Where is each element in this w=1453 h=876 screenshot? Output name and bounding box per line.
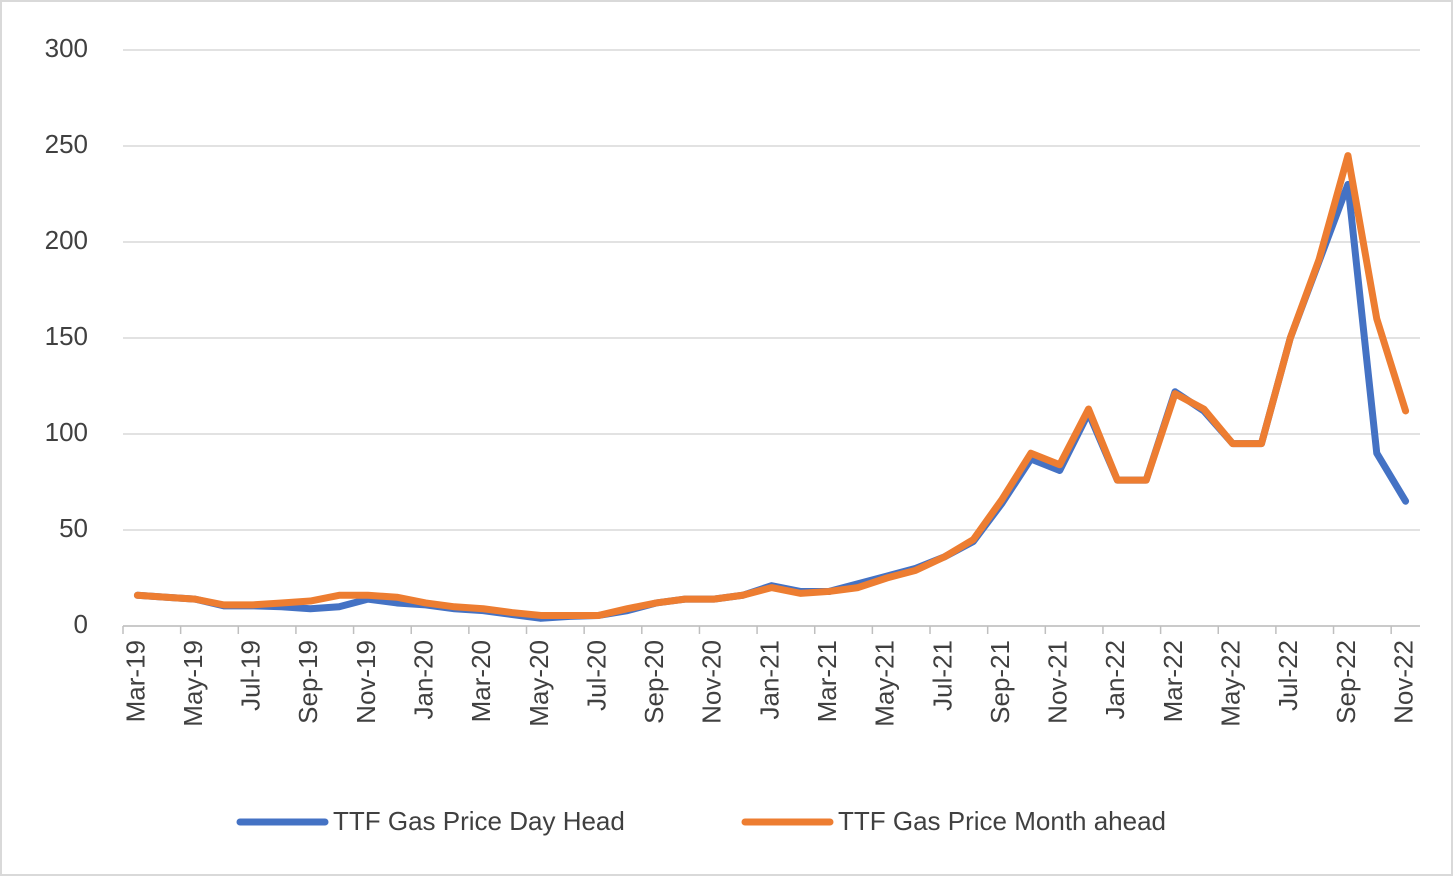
x-tick-label: Jul-19 [236,640,266,711]
y-tick-label: 250 [45,129,88,159]
y-tick-label: 0 [74,609,88,639]
series-line [133,152,1410,619]
y-tick-label: 200 [45,225,88,255]
x-tick-label: May-21 [870,640,900,727]
x-tick-label: Sep-20 [639,640,669,724]
x-tick-label: Nov-21 [1043,640,1073,724]
x-tick-label: Nov-20 [697,640,727,724]
legend-label: TTF Gas Price Month ahead [838,806,1166,836]
x-tick-label: Nov-19 [351,640,381,724]
y-tick-label: 50 [59,513,88,543]
x-tick-label: Sep-21 [985,640,1015,724]
y-tick-label: 100 [45,417,88,447]
legend-label: TTF Gas Price Day Head [333,806,625,836]
x-tick-label: Jan-20 [409,640,439,720]
x-tick-label: May-22 [1216,640,1246,727]
x-tick-label: Sep-19 [293,640,323,724]
y-tick-label: 150 [45,321,88,351]
x-tick-label: Mar-21 [812,640,842,722]
x-tick-label: May-19 [178,640,208,727]
x-tick-label: Sep-22 [1331,640,1361,724]
x-tick-label: Jul-22 [1273,640,1303,711]
x-tick-label: Jan-21 [754,640,784,720]
x-tick-label: Mar-20 [466,640,496,722]
x-tick-label: Jul-21 [927,640,957,711]
y-tick-label: 300 [45,33,88,63]
x-tick-label: Nov-22 [1388,640,1418,724]
x-tick-label: Jul-20 [581,640,611,711]
x-tick-label: Mar-22 [1158,640,1188,722]
x-tick-label: Mar-19 [120,640,150,722]
x-tick-label: May-20 [524,640,554,727]
x-tick-label: Jan-22 [1100,640,1130,720]
